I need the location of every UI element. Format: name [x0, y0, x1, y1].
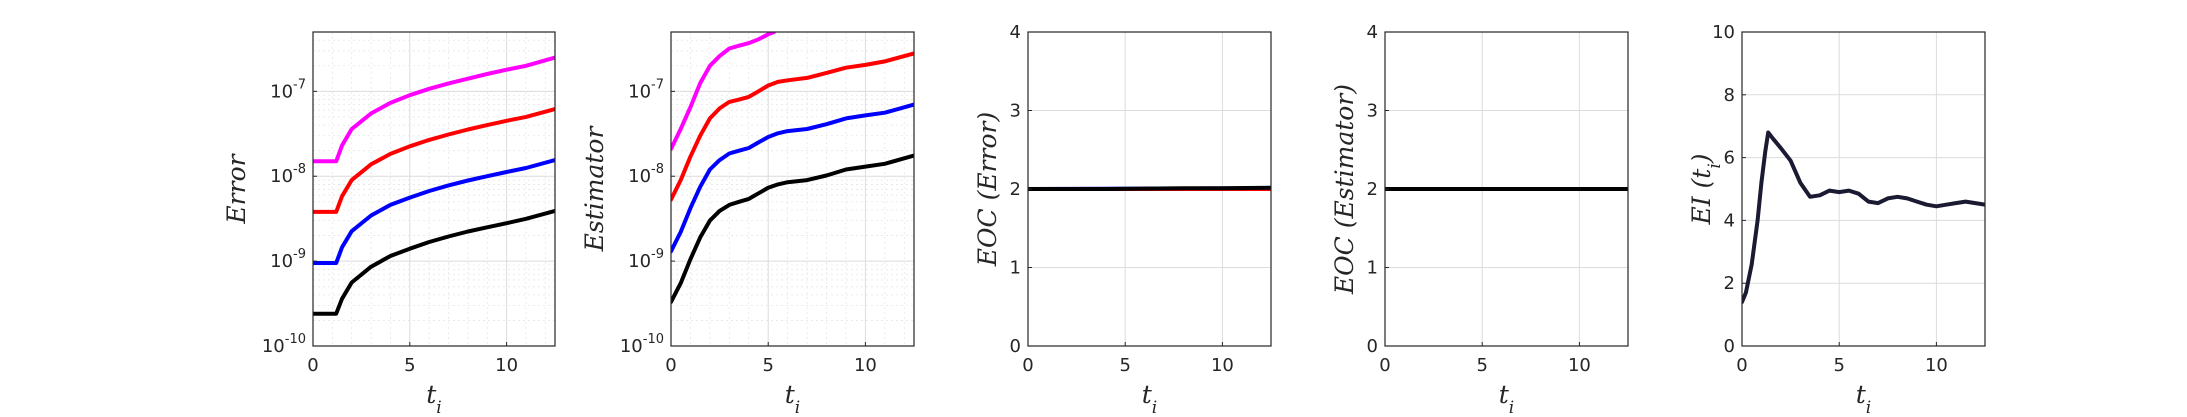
- axis-frame: [312, 31, 556, 347]
- x-tick-label: 10: [495, 355, 518, 376]
- x-tick-label: 10: [854, 355, 877, 376]
- y-tick-label: 4: [1724, 210, 1735, 231]
- series-line-1: [671, 32, 776, 151]
- y-tick-label: 1: [1010, 258, 1021, 279]
- y-tick-label: 10: [1712, 22, 1735, 43]
- y-tick-label: 8: [1724, 85, 1735, 106]
- chart-panel-1: 0 5 10 10-10 10-9 10-8 10-7 ti Error: [222, 31, 556, 417]
- series-line-2: [313, 107, 555, 214]
- chart-panel-3: 0 5 10 0 1 2 3 4 ti EOC (Error): [973, 22, 1272, 417]
- x-tick-label: 10: [1925, 355, 1948, 376]
- y-tick-label: 10-9: [270, 247, 306, 272]
- x-tick-label: 10: [1211, 355, 1234, 376]
- x-tick-label: 0: [1022, 355, 1033, 376]
- x-tick-label: 0: [665, 355, 676, 376]
- y-tick-label: 10-9: [628, 247, 664, 272]
- x-tick-label: 5: [1833, 355, 1844, 376]
- axis-frame: [1741, 31, 1986, 347]
- y-tick-label: 10-7: [270, 77, 306, 102]
- x-tick-label: 0: [1736, 355, 1747, 376]
- y-tick-label: 3: [1010, 101, 1021, 122]
- y-tick-label: 4: [1367, 22, 1378, 43]
- series-line-4: [671, 153, 914, 304]
- x-axis-label: ti: [1856, 380, 1871, 417]
- x-tick-label: 5: [1119, 355, 1130, 376]
- y-axis-label: Error: [222, 152, 251, 224]
- series-line-3: [313, 158, 555, 265]
- y-tick-label: 2: [1367, 179, 1378, 200]
- y-tick-label: 10-10: [262, 332, 306, 357]
- y-axis-label: Estimator: [580, 125, 609, 253]
- y-tick-label: 0: [1724, 336, 1735, 357]
- y-tick-label: 3: [1367, 101, 1378, 122]
- series-line-3: [671, 102, 914, 254]
- y-axis-label: EI (ti): [1687, 153, 1725, 225]
- y-tick-label: 10-8: [628, 162, 664, 187]
- x-tick-label: 5: [404, 355, 415, 376]
- series-line-2: [671, 51, 914, 202]
- y-tick-label: 4: [1010, 22, 1021, 43]
- y-tick-label: 10-7: [628, 77, 664, 102]
- x-tick-label: 0: [1379, 355, 1390, 376]
- chart-panel-5: 0 5 10 0 2 4 6 8 10 ti EI (ti): [1687, 22, 1986, 417]
- x-tick-label: 10: [1568, 355, 1591, 376]
- y-tick-label: 1: [1367, 258, 1378, 279]
- axis-frame: [670, 31, 915, 347]
- y-tick-label: 2: [1010, 179, 1021, 200]
- series-line-4: [313, 208, 555, 316]
- y-tick-label: 6: [1724, 148, 1735, 169]
- x-axis-label: ti: [426, 380, 441, 417]
- x-axis-label: ti: [785, 380, 800, 417]
- y-tick-label: 0: [1367, 336, 1378, 357]
- y-tick-label: 10-8: [270, 162, 306, 187]
- series-line-1: [313, 55, 555, 164]
- y-tick-label: 10-10: [620, 332, 664, 357]
- x-tick-label: 5: [762, 355, 773, 376]
- y-axis-label: EOC (Error): [973, 112, 1002, 267]
- x-tick-label: 0: [307, 355, 318, 376]
- chart-panel-2: 0 5 10 10-10 10-9 10-8 10-7 ti Estimator: [580, 31, 915, 417]
- x-axis-label: ti: [1499, 380, 1514, 417]
- series-line-1: [1742, 130, 1985, 304]
- x-axis-label: ti: [1142, 380, 1157, 417]
- series-line-3: [1028, 185, 1271, 191]
- y-tick-label: 2: [1724, 273, 1735, 294]
- chart-panel-4: 0 5 10 0 1 2 3 4 ti EOC (Estimator): [1330, 22, 1629, 417]
- y-tick-label: 0: [1010, 336, 1021, 357]
- x-tick-label: 5: [1476, 355, 1487, 376]
- y-axis-label: EOC (Estimator): [1330, 84, 1359, 295]
